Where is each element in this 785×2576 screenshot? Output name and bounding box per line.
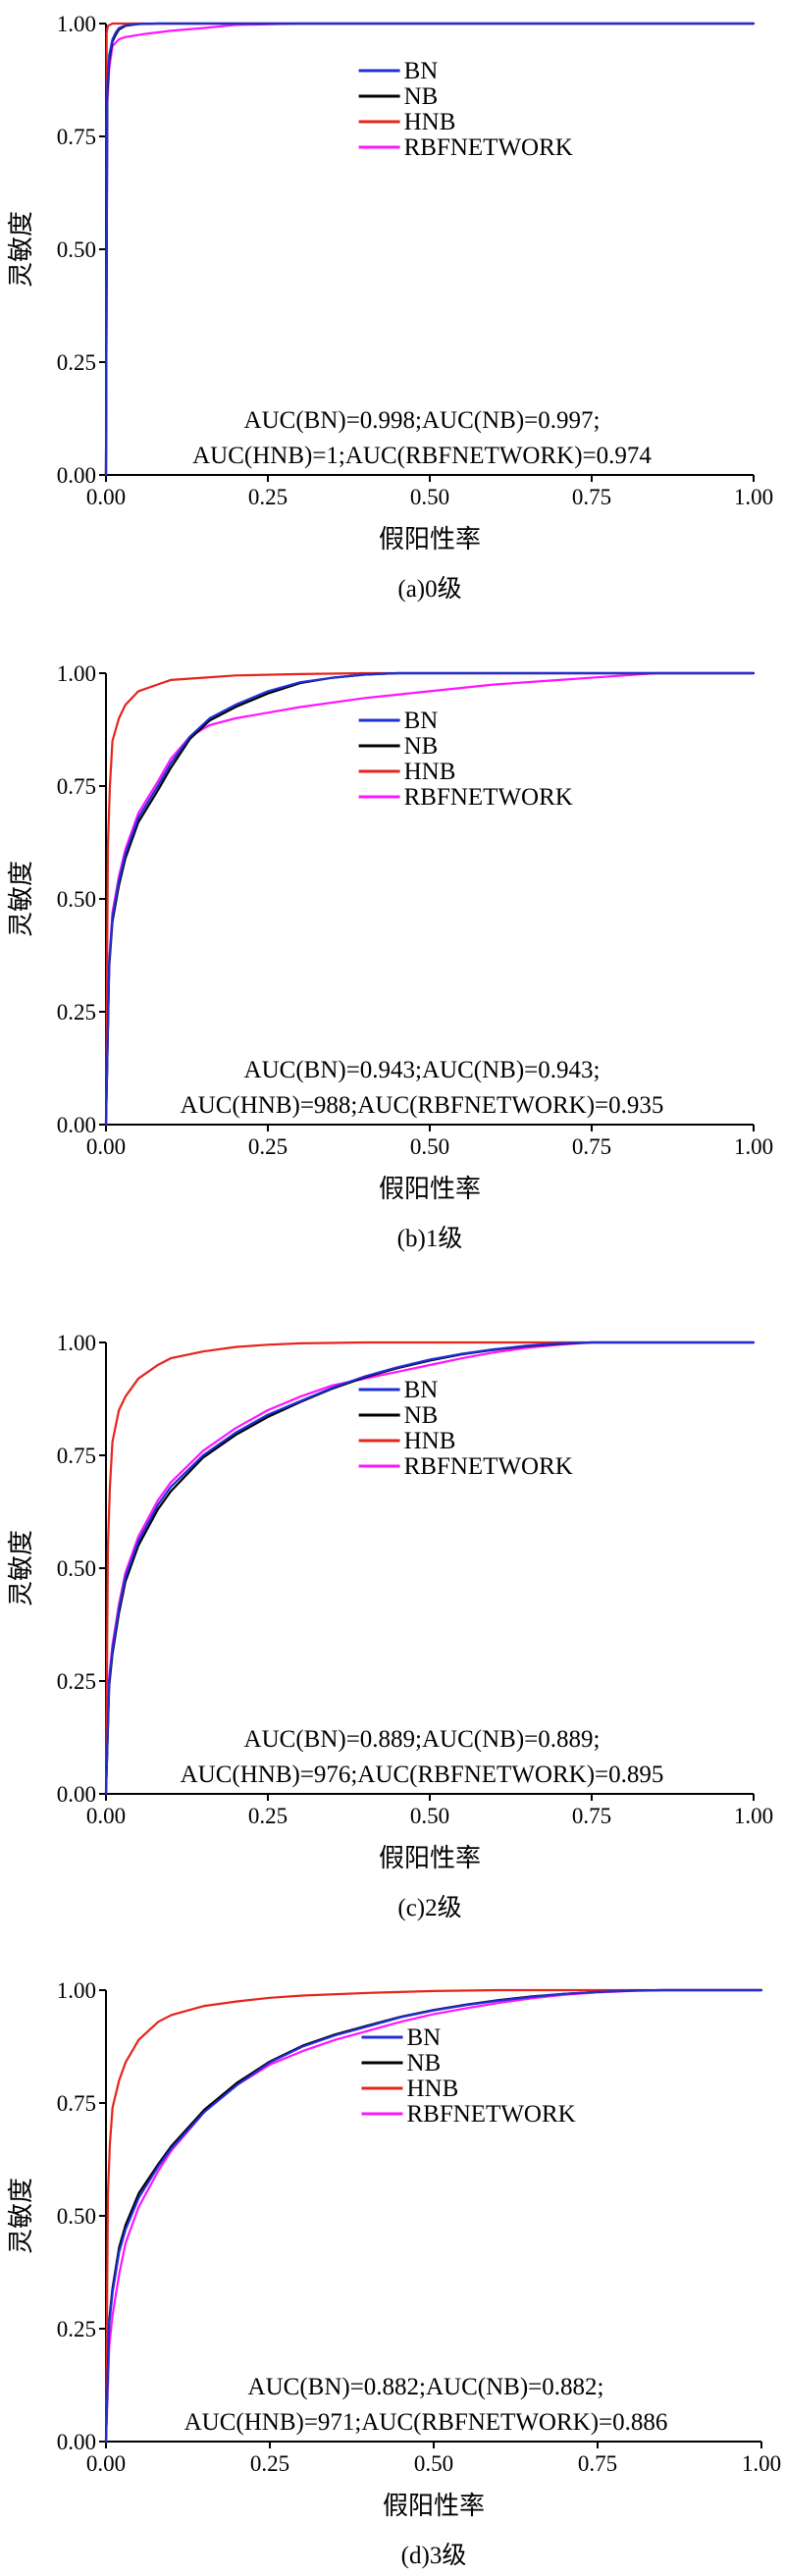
y-tick-label: 0.50 [57,887,96,912]
series-line-hnb [104,1341,756,1796]
legend-label-rbfnetwork: RBFNETWORK [404,784,573,811]
y-tick-label: 0.25 [57,1669,96,1694]
y-axis-title: 灵敏度 [7,861,36,937]
x-tick-label: 0.50 [410,1134,449,1159]
auc-annotation-line-1: AUC(BN)=0.889;AUC(NB)=0.889; [244,1726,601,1753]
x-tick-label: 0.50 [414,2451,453,2476]
roc-panel-0: 0.00 0.25 0.50 0.75 1.00 0.00 0.25 0.50 0.75 1.00… [7,12,773,603]
x-tick-label: 0.25 [248,485,288,509]
y-tick-label: 1.00 [57,1331,96,1355]
y-axis-title: 灵敏度 [7,1530,36,1606]
x-tick-label: 0.25 [248,1804,288,1828]
legend-label-rbfnetwork: RBFNETWORK [404,1453,573,1480]
roc-panel-1: 0.00 0.25 0.50 0.75 1.00 0.00 0.25 0.50 0.75 1.00… [7,661,773,1252]
x-tick-label: 0.00 [86,1134,126,1159]
legend-label-bn: BN [404,58,439,84]
x-tick-label: 0.25 [250,2451,289,2476]
x-tick-label: 0.00 [86,1804,126,1828]
x-tick-label: 0.50 [410,1804,449,1828]
x-axis-title: 假阳性率 [379,1844,481,1873]
y-tick-label: 1.00 [57,1978,96,2003]
legend-label-bn: BN [404,708,439,734]
auc-annotation-line-1: AUC(BN)=0.943;AUC(NB)=0.943; [244,1057,601,1083]
panel-caption: (b)1级 [397,1225,463,1252]
y-axis-title: 灵敏度 [7,2178,36,2254]
auc-annotation-line-2: AUC(HNB)=988;AUC(RBFNETWORK)=0.935 [181,1092,664,1119]
y-tick-label: 0.25 [57,350,96,375]
series-line-bn [104,1988,763,2444]
x-tick-label: 0.75 [572,485,611,509]
legend-label-hnb: HNB [404,109,456,135]
x-axis-title: 假阳性率 [379,1175,481,1204]
series-line-bn [104,671,756,1127]
panel-caption: (d)3级 [401,2542,467,2569]
series-line-bn [104,22,756,477]
legend-label-hnb: HNB [404,759,456,785]
y-tick-label: 0.25 [57,1000,96,1025]
y-tick-label: 0.00 [57,463,96,488]
y-tick-label: 0.50 [57,237,96,262]
y-tick-label: 0.75 [57,1444,96,1468]
x-tick-label: 1.00 [734,1134,773,1159]
legend-label-nb: NB [404,83,439,110]
x-tick-label: 1.00 [742,2451,781,2476]
legend-label-rbfnetwork: RBFNETWORK [404,134,573,161]
y-tick-label: 0.50 [57,1556,96,1581]
x-tick-label: 0.75 [572,1804,611,1828]
legend-label-nb: NB [404,733,439,760]
legend-label-nb: NB [404,1402,439,1429]
legend-label-rbfnetwork: RBFNETWORK [406,2101,575,2128]
y-tick-label: 0.75 [57,2091,96,2116]
y-tick-label: 0.75 [57,774,96,799]
auc-annotation-line-1: AUC(BN)=0.882;AUC(NB)=0.882; [248,2374,604,2400]
y-tick-label: 0.75 [57,125,96,149]
x-tick-label: 1.00 [734,485,773,509]
roc-panel-2: 0.00 0.25 0.50 0.75 1.00 0.00 0.25 0.50 0.75 1.00… [7,1331,773,1921]
y-tick-label: 0.50 [57,2204,96,2229]
legend-label-hnb: HNB [404,1428,456,1454]
legend-label-hnb: HNB [406,2076,458,2102]
panel-caption: (a)0级 [397,575,461,603]
y-tick-label: 0.25 [57,2317,96,2341]
x-axis-title: 假阳性率 [383,2492,485,2521]
x-axis-title: 假阳性率 [379,525,481,554]
y-axis-title: 灵敏度 [7,211,36,288]
series-line-hnb [104,1988,763,2444]
y-tick-label: 0.00 [57,1782,96,1807]
x-tick-label: 0.50 [410,485,449,509]
series-line-hnb [104,671,756,1127]
x-tick-label: 0.00 [86,485,126,509]
legend-label-bn: BN [404,1377,439,1403]
auc-annotation-line-2: AUC(HNB)=1;AUC(RBFNETWORK)=0.974 [192,443,652,469]
panel-caption: (c)2级 [397,1894,461,1921]
auc-annotation-line-1: AUC(BN)=0.998;AUC(NB)=0.997; [244,407,601,434]
x-tick-label: 1.00 [734,1804,773,1828]
roc-panel-3: 0.00 0.25 0.50 0.75 1.00 0.00 0.25 0.50 0.75 1.00… [7,1978,781,2569]
auc-annotation-line-2: AUC(HNB)=976;AUC(RBFNETWORK)=0.895 [181,1761,664,1788]
x-tick-label: 0.25 [248,1134,288,1159]
legend-label-nb: NB [406,2050,441,2077]
x-tick-label: 0.00 [86,2451,126,2476]
series-line-bn [104,1341,756,1796]
y-tick-label: 0.00 [57,1113,96,1137]
y-tick-label: 0.00 [57,2430,96,2454]
auc-annotation-line-2: AUC(HNB)=971;AUC(RBFNETWORK)=0.886 [184,2409,668,2436]
y-tick-label: 1.00 [57,12,96,36]
x-tick-label: 0.75 [572,1134,611,1159]
x-tick-label: 0.75 [578,2451,617,2476]
legend-label-bn: BN [406,2024,441,2051]
y-tick-label: 1.00 [57,661,96,686]
